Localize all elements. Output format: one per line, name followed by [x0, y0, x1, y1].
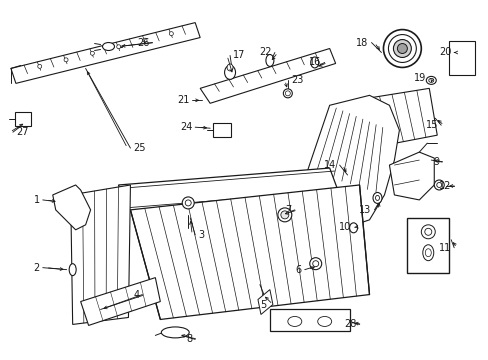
Ellipse shape [64, 58, 68, 62]
Ellipse shape [383, 30, 421, 67]
Ellipse shape [433, 180, 443, 190]
Text: 27: 27 [16, 127, 28, 137]
Bar [448, 41, 474, 75]
Ellipse shape [277, 208, 291, 222]
Text: 24: 24 [180, 122, 192, 132]
Text: 28: 28 [344, 319, 356, 329]
Ellipse shape [224, 66, 235, 80]
Ellipse shape [349, 223, 357, 233]
Ellipse shape [393, 40, 410, 58]
Ellipse shape [312, 261, 318, 267]
Polygon shape [53, 185, 90, 230]
Text: 5: 5 [260, 300, 266, 310]
Ellipse shape [375, 195, 379, 201]
Text: 11: 11 [438, 243, 450, 253]
Polygon shape [200, 49, 335, 103]
Text: 6: 6 [295, 265, 301, 275]
Ellipse shape [38, 64, 41, 68]
Text: 19: 19 [413, 73, 426, 84]
Polygon shape [118, 168, 339, 212]
Ellipse shape [397, 44, 407, 54]
Polygon shape [258, 289, 272, 315]
Polygon shape [130, 185, 369, 319]
Ellipse shape [436, 183, 441, 188]
Text: 17: 17 [233, 50, 245, 60]
Text: 10: 10 [339, 222, 351, 232]
Polygon shape [388, 152, 433, 200]
Ellipse shape [287, 316, 301, 327]
Ellipse shape [426, 76, 435, 84]
Ellipse shape [265, 54, 273, 67]
Text: 21: 21 [177, 95, 189, 105]
Text: 12: 12 [438, 181, 450, 191]
Ellipse shape [280, 211, 288, 219]
Polygon shape [307, 95, 399, 230]
Text: 20: 20 [438, 48, 450, 58]
Text: 2: 2 [34, 263, 40, 273]
Text: 15: 15 [425, 120, 437, 130]
Ellipse shape [182, 197, 194, 209]
Ellipse shape [69, 264, 76, 276]
Ellipse shape [90, 51, 94, 55]
Text: 14: 14 [324, 160, 336, 170]
Text: 18: 18 [356, 37, 368, 48]
Ellipse shape [143, 38, 147, 42]
Ellipse shape [117, 45, 121, 49]
Ellipse shape [428, 78, 433, 82]
Ellipse shape [169, 32, 173, 36]
Polygon shape [11, 23, 200, 84]
Text: 23: 23 [290, 75, 303, 85]
Text: 1: 1 [34, 195, 40, 205]
Text: 3: 3 [198, 230, 204, 240]
Ellipse shape [102, 42, 114, 50]
Ellipse shape [185, 200, 191, 206]
Ellipse shape [285, 91, 290, 96]
Ellipse shape [425, 249, 430, 257]
Text: 13: 13 [359, 205, 371, 215]
Ellipse shape [387, 35, 415, 62]
Text: 25: 25 [133, 143, 145, 153]
Text: 9: 9 [432, 157, 438, 167]
Ellipse shape [421, 225, 434, 239]
Ellipse shape [161, 327, 189, 338]
Text: 22: 22 [259, 48, 271, 58]
Ellipse shape [317, 316, 331, 327]
Text: 7: 7 [285, 205, 291, 215]
Polygon shape [81, 278, 160, 325]
Text: 26: 26 [137, 37, 149, 48]
Bar [407, 218, 448, 273]
Text: 4: 4 [133, 289, 139, 300]
Text: 16: 16 [309, 58, 321, 67]
Polygon shape [354, 88, 436, 148]
Ellipse shape [309, 258, 321, 270]
Bar [15, 112, 31, 126]
Ellipse shape [372, 193, 381, 203]
Ellipse shape [283, 89, 292, 98]
Polygon shape [71, 185, 130, 324]
Bar [269, 310, 349, 332]
Ellipse shape [310, 57, 318, 68]
Ellipse shape [424, 228, 431, 235]
Ellipse shape [226, 64, 233, 71]
Ellipse shape [422, 245, 433, 261]
Text: 8: 8 [186, 334, 192, 345]
Bar [213, 123, 230, 137]
